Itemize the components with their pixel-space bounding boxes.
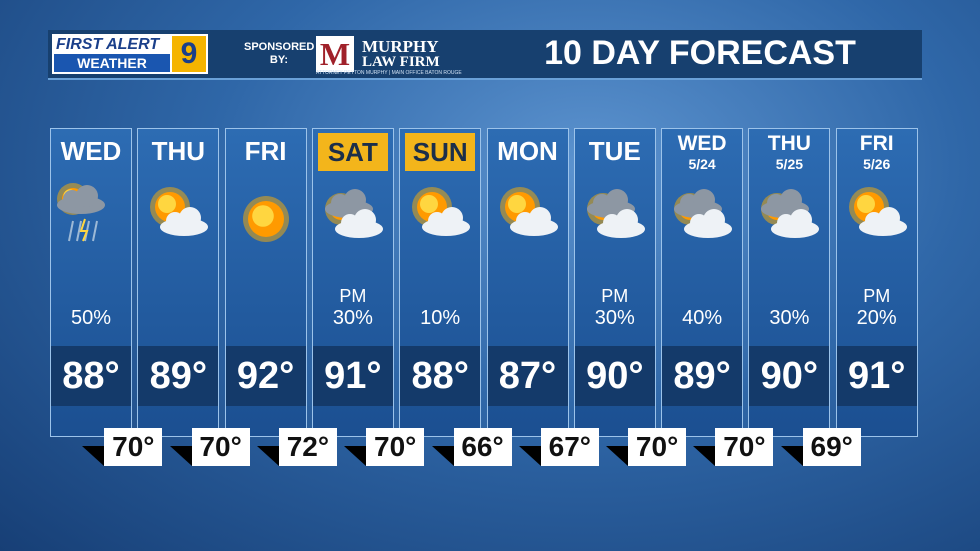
weather-icon — [412, 187, 471, 236]
high-temp: 87° — [487, 346, 568, 406]
high-temp: 90° — [749, 346, 830, 406]
low-temp: 70° — [366, 428, 425, 466]
day-header: SUN — [405, 133, 476, 171]
low-shadow — [780, 446, 803, 466]
day-date: 5/26 — [863, 156, 891, 172]
day-name: THU — [767, 132, 811, 155]
day-column: SAT PM 30% 91° — [311, 128, 394, 437]
day-name: FRI — [859, 132, 894, 155]
title: 10 DAY FORECAST — [544, 34, 856, 72]
day-column: MON 87° — [486, 128, 569, 437]
precip-time: PM — [601, 286, 629, 306]
day-column: WED 50% 88° — [50, 128, 132, 437]
low-temp: 66° — [453, 428, 512, 466]
high-temp: 89° — [138, 346, 219, 406]
logo-box: FIRST ALERT WEATHER 9 — [52, 34, 208, 74]
day-header: FRI 5/26 — [837, 129, 917, 173]
sponsor-line1: MURPHY — [362, 37, 439, 56]
day-date: 5/24 — [688, 156, 716, 172]
day-name: FRI — [244, 136, 287, 166]
logo-number: 9 — [172, 36, 206, 72]
high-temp: 88° — [51, 346, 131, 406]
day-header: SAT — [317, 133, 388, 171]
low-shadow — [169, 446, 192, 466]
weather-icon — [848, 187, 907, 236]
logo-top: FIRST ALERT — [56, 36, 160, 53]
low-temp: 70° — [628, 428, 687, 466]
low-shadow — [82, 446, 105, 466]
day-header: FRI — [226, 129, 306, 173]
high-temp: 90° — [574, 346, 655, 406]
high-temp: 89° — [662, 346, 743, 406]
day-header: TUE — [575, 129, 655, 173]
precip-chance: 20% — [856, 307, 897, 329]
low-shadow — [256, 446, 279, 466]
day-date: 5/25 — [775, 156, 804, 172]
day-column: WED 5/24 40% 89° — [661, 128, 744, 437]
weather-icon — [242, 196, 289, 242]
day-name: TUE — [588, 136, 641, 166]
low-temp: 67° — [540, 428, 599, 466]
low-temp: 70° — [715, 428, 774, 466]
low-temp: 70° — [104, 428, 163, 466]
low-shadow — [518, 446, 541, 466]
day-column: FRI 92° — [224, 128, 307, 437]
low-temp: 69° — [802, 428, 861, 466]
day-column: SUN 10% 88° — [399, 128, 482, 437]
day-header: THU 5/25 — [749, 129, 829, 173]
precip-time: PM — [339, 286, 367, 306]
day-header: WED 5/24 — [662, 129, 742, 173]
day-name: SUN — [412, 137, 468, 167]
sponsor-initial: M — [316, 36, 354, 72]
low-shadow — [344, 446, 367, 466]
day-name: MON — [497, 136, 558, 166]
precip-chance: 30% — [769, 307, 810, 329]
sponsor-tagline: ATTORNEY PEYTON MURPHY | MAIN OFFICE BAT… — [316, 70, 462, 76]
logo-bottom: WEATHER — [54, 54, 170, 72]
precip-time: PM — [863, 286, 891, 306]
weather-icon — [57, 183, 105, 242]
sponsored-label: SPONSORED BY: — [244, 41, 315, 66]
day-name: WED — [677, 132, 727, 155]
precip-chance: 50% — [70, 307, 112, 329]
high-temp: 92° — [225, 346, 306, 406]
precip-chance: 40% — [682, 307, 723, 329]
day-name: THU — [151, 136, 206, 166]
weather-icon — [150, 187, 209, 236]
high-temp: 91° — [836, 346, 917, 406]
low-shadow — [606, 446, 629, 466]
day-column: FRI 5/26 PM 20% 91° — [835, 128, 918, 437]
day-name: SAT — [327, 137, 378, 167]
day-header: WED — [51, 129, 131, 173]
low-temp: 72° — [278, 428, 337, 466]
high-temp: 91° — [312, 346, 393, 406]
weather-icon — [586, 189, 645, 238]
precip-chance: 30% — [594, 307, 635, 329]
day-column: THU 5/25 30% 90° — [748, 128, 831, 437]
weather-icon — [324, 189, 383, 238]
day-column: THU 89° — [137, 128, 220, 437]
low-shadow — [693, 446, 716, 466]
precip-chance: 10% — [420, 307, 461, 329]
weather-icon — [674, 189, 733, 238]
high-temp: 88° — [400, 346, 481, 406]
low-temp: 70° — [191, 428, 250, 466]
weather-icon — [499, 187, 558, 236]
precip-chance: 30% — [332, 307, 373, 329]
low-shadow — [431, 446, 454, 466]
weather-icon — [761, 189, 820, 238]
day-name: WED — [60, 136, 122, 166]
day-column: TUE PM 30% 90° — [573, 128, 656, 437]
day-header: THU — [138, 129, 218, 173]
sponsor-line2: LAW FIRM — [362, 54, 440, 70]
day-header: MON — [488, 129, 568, 173]
